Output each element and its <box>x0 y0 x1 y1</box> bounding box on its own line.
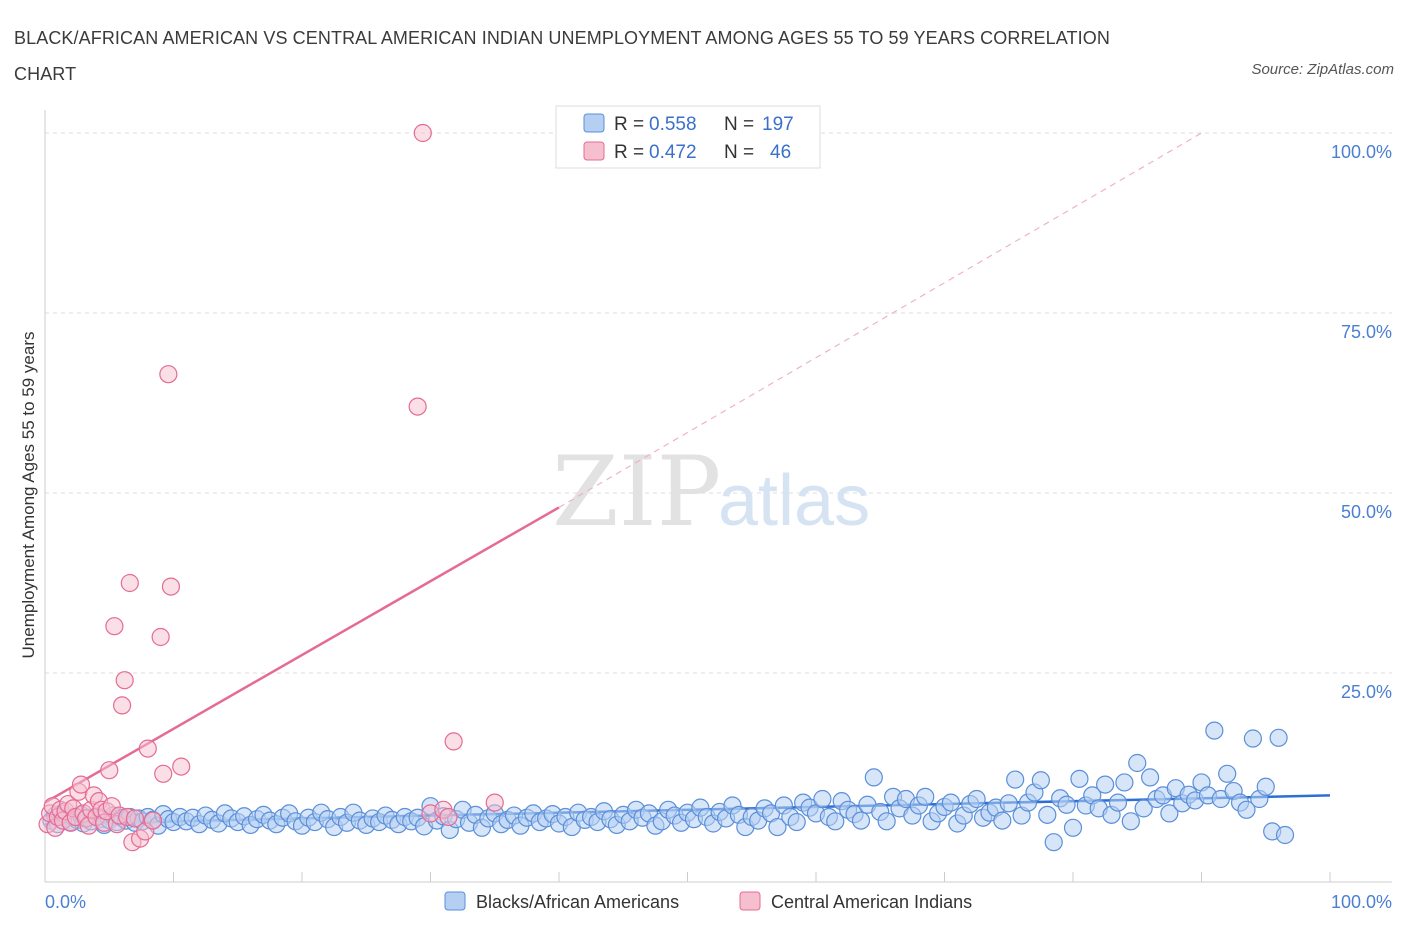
data-point-blacks <box>1121 812 1140 831</box>
legend-n-label-1: N = <box>724 114 754 135</box>
data-point-blacks <box>967 789 986 809</box>
data-point-blacks <box>877 812 896 831</box>
y-tick-label-25: 25.0% <box>1341 682 1392 702</box>
data-point-blacks <box>1237 800 1256 819</box>
data-point-blacks <box>916 787 935 806</box>
bottom-legend-label-pink: Central American Indians <box>771 892 972 912</box>
tick-labels: 25.0% 50.0% 75.0% 100.0% 0.0% 100.0% <box>45 142 1392 912</box>
data-point-central-american-indians <box>138 739 157 758</box>
data-point-blacks <box>1269 728 1288 747</box>
data-point-blacks <box>1160 804 1179 823</box>
data-point-central-american-indians <box>143 811 163 830</box>
data-point-central-american-indians <box>100 761 119 780</box>
data-point-central-american-indians <box>71 775 91 794</box>
data-point-blacks <box>1063 818 1083 837</box>
legend-r-label-2: R = <box>614 142 644 163</box>
data-point-central-american-indians <box>444 732 463 751</box>
legend-r-label-1: R = <box>614 114 644 135</box>
data-point-central-american-indians <box>413 123 432 143</box>
data-point-blacks <box>864 768 883 787</box>
series-central-american-indians-points <box>38 123 504 852</box>
data-point-blacks <box>768 817 787 837</box>
correlation-legend: R = 0.558 N = 197 R = 0.472 N = 46 <box>555 105 821 169</box>
data-point-blacks <box>1134 799 1153 818</box>
data-point-central-american-indians <box>115 671 134 690</box>
data-point-central-american-indians <box>439 807 458 827</box>
data-point-blacks <box>999 794 1018 813</box>
data-point-central-american-indians <box>151 627 170 647</box>
data-point-blacks <box>787 812 806 832</box>
legend-n-value-1: 197 <box>762 114 794 135</box>
data-point-blacks <box>826 812 845 831</box>
watermark: ZIP atlas <box>552 436 870 548</box>
data-point-central-american-indians <box>485 793 504 812</box>
watermark-zip: ZIP <box>552 436 721 548</box>
y-tick-label-50: 50.0% <box>1341 502 1392 522</box>
series-legend: Blacks/African Americans Central America… <box>444 891 972 912</box>
legend-n-value-2: 46 <box>770 142 791 163</box>
data-point-central-american-indians <box>408 397 427 416</box>
data-point-blacks <box>1044 833 1063 852</box>
legend-r-value-2: 0.472 <box>649 142 697 163</box>
trend-line-central-american-indians <box>44 506 560 804</box>
data-point-blacks <box>1108 793 1128 812</box>
chart-source: Source: ZipAtlas.com <box>1251 61 1394 78</box>
data-point-central-american-indians <box>105 617 124 636</box>
data-point-central-american-indians <box>112 696 132 715</box>
data-point-blacks <box>1128 753 1147 773</box>
axes <box>44 110 1392 883</box>
data-point-central-american-indians <box>154 764 173 783</box>
data-point-blacks <box>1038 805 1057 824</box>
watermark-atlas: atlas <box>718 461 870 541</box>
bottom-legend-swatch-pink <box>739 891 761 911</box>
data-point-blacks <box>1243 729 1263 748</box>
bottom-legend-swatch-blue <box>444 891 466 911</box>
data-point-blacks <box>1140 768 1160 787</box>
legend-n-label-2: N = <box>724 142 754 163</box>
data-point-blacks <box>1275 825 1295 845</box>
data-point-central-american-indians <box>172 757 191 776</box>
series-blacks-points <box>42 721 1295 852</box>
data-point-blacks <box>1006 770 1025 789</box>
legend-swatch-blue <box>583 113 605 133</box>
x-tick-label-min: 0.0% <box>45 892 86 912</box>
gridlines <box>45 132 1392 674</box>
legend-swatch-pink <box>583 141 605 161</box>
data-point-blacks <box>1205 721 1224 740</box>
y-tick-label-75: 75.0% <box>1341 322 1392 342</box>
data-point-blacks <box>941 793 961 812</box>
legend-r-value-1: 0.558 <box>649 114 697 135</box>
data-point-blacks <box>1256 777 1275 796</box>
data-point-central-american-indians <box>161 577 181 596</box>
x-tick-label-max: 100.0% <box>1331 892 1392 912</box>
data-point-central-american-indians <box>125 809 145 828</box>
data-point-blacks <box>1096 775 1115 794</box>
data-point-blacks <box>1070 769 1089 788</box>
trend-line-extension-central-american-indians <box>558 132 1202 508</box>
data-point-blacks <box>993 811 1012 830</box>
data-point-blacks <box>1115 773 1134 792</box>
data-point-blacks <box>1031 771 1050 790</box>
data-point-blacks <box>1218 764 1237 783</box>
data-point-blacks <box>813 789 832 809</box>
data-point-central-american-indians <box>120 573 139 593</box>
chart-title: BLACK/AFRICAN AMERICAN VS CENTRAL AMERIC… <box>14 28 1110 84</box>
data-point-central-american-indians <box>159 365 178 384</box>
data-point-blacks <box>851 811 871 830</box>
bottom-legend-label-blue: Blacks/African Americans <box>476 892 679 912</box>
y-axis-label: Unemployment Among Ages 55 to 59 years <box>19 332 38 659</box>
y-tick-label-100: 100.0% <box>1331 142 1392 162</box>
data-point-blacks <box>1057 795 1076 814</box>
